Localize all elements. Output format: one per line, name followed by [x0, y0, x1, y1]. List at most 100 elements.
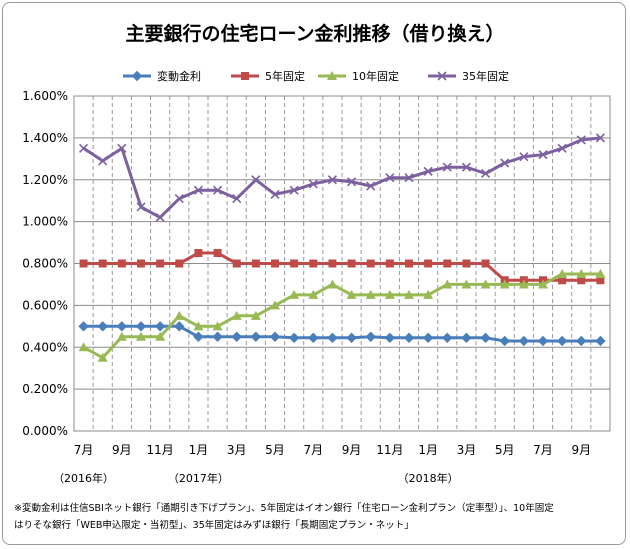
x-tick-label: 7月 [533, 443, 553, 457]
year-label: （2018年） [398, 471, 459, 485]
data-point [271, 259, 279, 268]
y-tick-label: 0.600% [22, 298, 68, 312]
data-point [424, 259, 433, 268]
data-point [193, 321, 204, 331]
data-point [327, 175, 337, 185]
data-point [595, 335, 606, 347]
x-tick-label: 7月 [303, 443, 323, 457]
data-point [403, 332, 415, 344]
data-point [481, 259, 490, 268]
data-point [116, 321, 128, 332]
x-tick-label: 3月 [227, 443, 247, 457]
data-point [213, 185, 223, 195]
data-point [596, 276, 605, 285]
data-point [309, 259, 318, 268]
data-point [347, 259, 356, 268]
data-point [423, 166, 433, 176]
data-point [231, 310, 242, 320]
data-point [174, 321, 185, 332]
data-point [327, 332, 338, 344]
data-point [175, 259, 184, 268]
data-point [480, 332, 491, 344]
x-tick-label: 9月 [342, 443, 362, 457]
data-point [518, 279, 529, 289]
legend-entry: 35年固定 [428, 69, 509, 83]
legend-label: 35年固定 [462, 69, 509, 83]
year-label: （2017年） [168, 471, 229, 485]
year-label: （2016年） [53, 471, 114, 485]
data-point [442, 279, 453, 289]
data-point [462, 259, 471, 268]
y-tick-label: 0.000% [22, 424, 68, 438]
data-point [384, 289, 395, 299]
data-point [174, 194, 184, 204]
data-point [117, 259, 126, 268]
data-point [595, 268, 606, 278]
data-point [98, 156, 108, 166]
data-point [193, 331, 204, 342]
data-point [500, 158, 510, 168]
legend-label: 10年固定 [352, 69, 399, 83]
legend: 変動金利 5年固定 10年固定 35年固定 [123, 69, 509, 83]
data-point [365, 289, 376, 299]
data-point [423, 289, 434, 299]
data-point [384, 332, 396, 344]
data-point [404, 173, 414, 183]
data-point [558, 276, 567, 285]
data-point [538, 150, 548, 160]
data-point [136, 331, 146, 341]
legend-entry: 5年固定 [231, 69, 305, 83]
chart-frame [2, 2, 626, 545]
y-tick-label: 1.400% [22, 131, 68, 145]
data-point [365, 331, 376, 342]
y-tick-label: 1.600% [22, 89, 68, 103]
legend-marker [131, 70, 143, 82]
legend-marker [241, 72, 249, 80]
data-point [537, 335, 549, 347]
data-point [442, 332, 453, 344]
series-0 [78, 321, 606, 347]
data-point [251, 175, 261, 185]
data-point [290, 259, 299, 268]
data-point [442, 162, 452, 172]
legend-label: 変動金利 [157, 69, 201, 83]
data-point [78, 321, 89, 332]
data-point [385, 259, 394, 268]
data-point [576, 135, 586, 145]
footnote-line-1: ※変動金利は住信SBIネット銀行「通期引き下げプラン」、5年固定はイオン銀行「住… [14, 502, 554, 514]
plot-area [73, 95, 611, 432]
data-point [155, 331, 166, 341]
data-point [461, 279, 472, 289]
y-tick-label: 0.400% [22, 340, 68, 354]
data-point [212, 321, 223, 331]
legend-entry: 変動金利 [123, 69, 201, 83]
data-point [576, 335, 587, 347]
y-tick-label: 1.200% [22, 173, 68, 187]
data-point [193, 185, 203, 195]
data-point [443, 259, 452, 268]
data-point [79, 259, 88, 268]
data-point [347, 177, 357, 187]
axes: 0.000% 0.200% 0.400% 0.600% 0.800% 1.000% 1.20… [22, 89, 611, 485]
data-point [328, 259, 337, 268]
data-point [289, 289, 300, 299]
data-point [155, 212, 165, 223]
data-point [518, 335, 530, 347]
x-tick-label: 3月 [457, 443, 477, 457]
data-point [174, 310, 185, 320]
data-point [136, 202, 146, 212]
data-point [366, 181, 376, 191]
data-point [422, 332, 434, 344]
legend-marker [327, 71, 337, 80]
data-point [288, 332, 300, 344]
x-tick-label: 5月 [265, 443, 285, 457]
data-point [480, 279, 491, 289]
data-point [366, 259, 375, 268]
data-point [116, 331, 127, 341]
data-point [308, 332, 319, 344]
data-point [385, 173, 395, 183]
series-line [82, 272, 601, 360]
data-point [538, 279, 548, 289]
x-tick-label: 1月 [418, 443, 438, 457]
